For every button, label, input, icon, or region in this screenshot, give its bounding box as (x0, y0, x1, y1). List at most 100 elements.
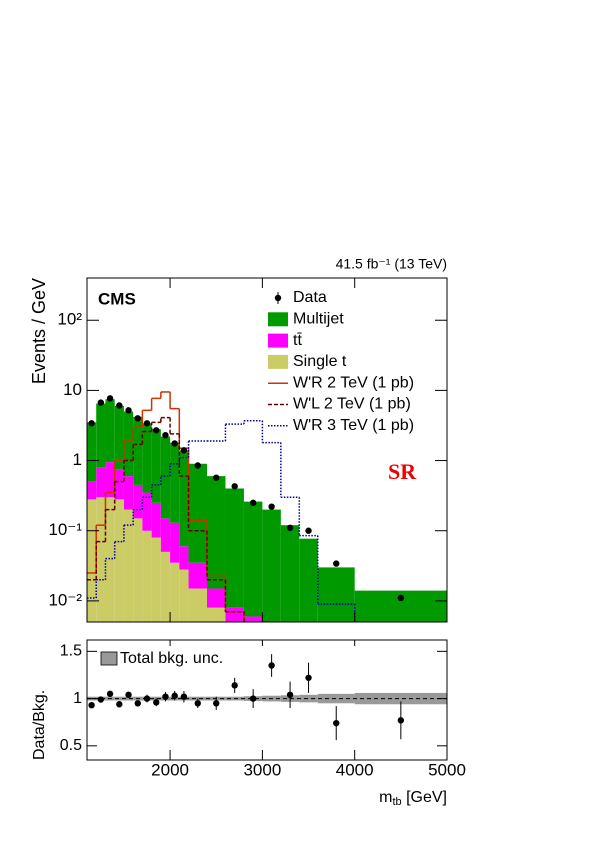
experiment-label: CMS (98, 289, 136, 308)
y-tick-label: 0.5 (60, 737, 82, 754)
data-point (97, 399, 105, 406)
stack-bar (179, 450, 189, 547)
legend-swatch (268, 312, 288, 327)
plot-frame (86, 277, 448, 623)
lumi-label: 41.5 fb⁻¹ (13 TeV) (336, 256, 447, 272)
ratio-point (125, 691, 132, 699)
x-label-unit: [GeV] (402, 789, 447, 806)
stack-bar (87, 422, 97, 482)
ratio-point (153, 699, 160, 706)
data-point (397, 594, 405, 602)
ratio-point (286, 691, 294, 699)
ratio-point (194, 700, 201, 707)
data-point (268, 503, 275, 510)
data-point (286, 524, 294, 532)
y-tick-label: 10⁻¹ (48, 520, 82, 539)
stack-bar (123, 476, 134, 510)
stack-bar (243, 616, 263, 622)
stack-bar (87, 499, 97, 622)
ratio-point (88, 701, 95, 709)
stack-bar (114, 405, 124, 470)
stack-bar (105, 462, 115, 498)
legend-label: tt̄ (293, 332, 302, 349)
stack-bar (151, 502, 161, 538)
ratio-point (97, 696, 105, 703)
stack-bar (114, 469, 124, 500)
data-point (213, 474, 220, 481)
stack-bar (96, 403, 106, 468)
data-point (162, 431, 169, 439)
x-tick-label: 4000 (336, 760, 374, 779)
stack-bar (170, 562, 180, 622)
stack-bar (243, 501, 263, 617)
data-point (194, 462, 201, 469)
stack-bar (133, 416, 143, 485)
stack-bar (207, 607, 226, 622)
ratio-area (87, 654, 447, 741)
ratio-point (397, 717, 405, 724)
data-point (88, 420, 95, 427)
legend-swatch (268, 354, 288, 369)
data-point (125, 407, 132, 414)
ratio-point (231, 682, 238, 689)
stack-bar (142, 530, 152, 622)
ratio-point (213, 700, 220, 707)
ratio-point (180, 693, 188, 700)
stack-bar (87, 481, 97, 500)
stack-bar (142, 492, 152, 531)
stack-bar (281, 629, 299, 659)
ratio-point (249, 695, 257, 702)
stack-bar (142, 423, 152, 493)
data-point (305, 527, 312, 534)
y-tick-label: 10 (63, 380, 82, 399)
unc-band (299, 694, 318, 703)
legend-label: W'R 3 TeV (1 pb) (293, 417, 414, 434)
legend-label: W'L 2 TeV (1 pb) (293, 396, 411, 413)
x-axis-label: mtb [GeV] (379, 789, 447, 808)
stack-bar (151, 429, 161, 503)
legend-label: Single t (293, 353, 347, 370)
legend-swatch (100, 651, 118, 666)
region-label: SR (388, 459, 417, 484)
ratio-point (106, 690, 114, 698)
stack-bar (280, 525, 300, 622)
stack-bar (96, 497, 106, 622)
stack-bar (354, 590, 447, 622)
unc-band (114, 696, 124, 701)
stack-bar (170, 442, 180, 523)
plot-area (87, 391, 447, 659)
y-tick-label: 1 (73, 450, 82, 469)
stack-bar (207, 476, 226, 589)
y-tick-label: 10⁻² (48, 590, 82, 609)
x-tick-label: 2000 (151, 760, 189, 779)
stack-bar (188, 562, 207, 589)
legend-label: W'R 2 TeV (1 pb) (293, 374, 414, 391)
legend-swatch (268, 333, 288, 348)
data-point (134, 415, 141, 422)
stack-bar (179, 569, 189, 622)
data-point (333, 560, 340, 567)
ratio-point (305, 674, 312, 681)
unc-band (354, 692, 447, 705)
stack-bar (105, 497, 115, 622)
stack-bar (96, 467, 106, 498)
data-point (180, 447, 188, 454)
x-label-symbol: m (379, 789, 392, 806)
stack-bar (207, 588, 226, 608)
stack-bar (225, 607, 244, 622)
ratio-point (143, 695, 151, 702)
y-tick-label: 1 (73, 690, 82, 707)
stack-bar (160, 436, 171, 519)
ratio-frame (86, 639, 448, 761)
legend-label: Data (293, 289, 327, 306)
legend-label: Multijet (293, 311, 344, 328)
stack-bar (160, 551, 171, 622)
stack-bar (225, 488, 244, 608)
stack-bar (105, 399, 115, 463)
data-point (143, 420, 151, 427)
unc-band (123, 696, 134, 701)
data-point (153, 427, 160, 434)
legend-marker (274, 294, 282, 302)
